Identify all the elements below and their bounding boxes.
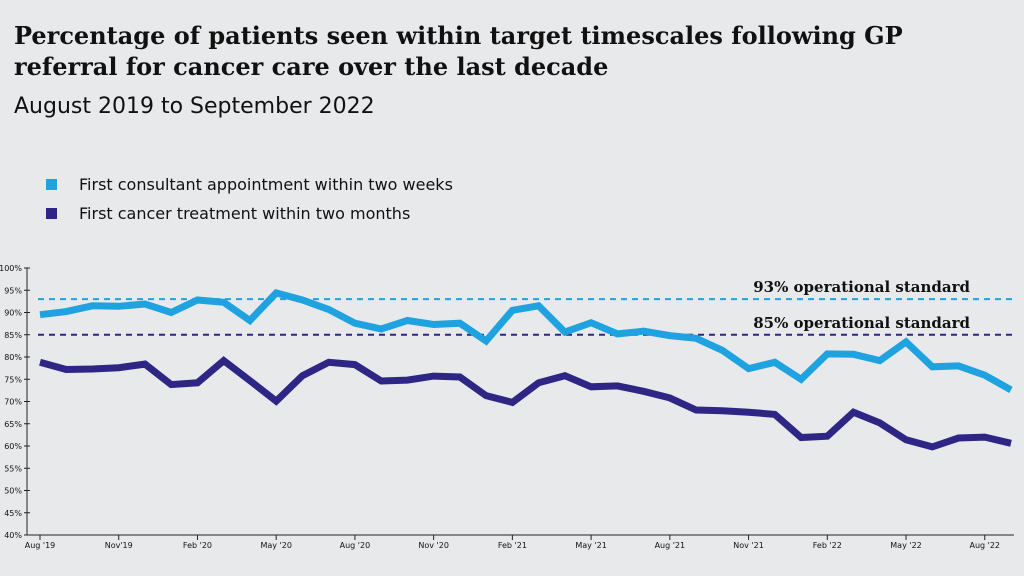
y-tick-label: 45% <box>4 509 22 518</box>
y-tick-label: 95% <box>4 286 22 295</box>
y-tick-label: 85% <box>4 331 22 340</box>
legend-swatch-treatment <box>46 208 57 219</box>
x-tick-label: Aug '22 <box>969 541 1000 550</box>
chart-subtitle: August 2019 to September 2022 <box>14 94 375 119</box>
y-tick-label: 70% <box>4 398 22 407</box>
x-tick-label: Aug '21 <box>655 541 686 550</box>
x-tick-label: Feb '22 <box>813 541 842 550</box>
chart-title: Percentage of patients seen within targe… <box>14 21 903 81</box>
legend-swatch-appointment <box>46 179 57 190</box>
y-tick-label: 60% <box>4 442 22 451</box>
y-tick-label: 50% <box>4 487 22 496</box>
series-line-appointment <box>39 288 1013 393</box>
x-tick-label: Aug '20 <box>340 541 371 550</box>
y-tick-label: 80% <box>4 353 22 362</box>
y-tick-label: 100% <box>0 264 22 273</box>
y-tick-label: 75% <box>4 375 22 384</box>
series-line-treatment <box>39 356 1012 451</box>
x-tick-label: Nov '21 <box>733 541 764 550</box>
x-tick-label: May '22 <box>890 541 921 550</box>
y-tick-label: 40% <box>4 531 22 540</box>
reference-label-93: 93% operational standard <box>753 278 970 296</box>
legend: First consultant appointment within two … <box>46 170 453 228</box>
legend-label-appointment: First consultant appointment within two … <box>79 175 453 194</box>
x-tick-label: May '21 <box>575 541 606 550</box>
y-tick-label: 55% <box>4 464 22 473</box>
x-tick-label: Nov '20 <box>418 541 449 550</box>
legend-item-appointment: First consultant appointment within two … <box>46 170 453 199</box>
x-tick-label: Nov'19 <box>105 541 133 550</box>
legend-label-treatment: First cancer treatment within two months <box>79 204 411 223</box>
x-tick-label: May '20 <box>260 541 291 550</box>
x-tick-label: Aug '19 <box>25 541 56 550</box>
reference-label-85: 85% operational standard <box>753 314 970 332</box>
x-tick-label: Feb '20 <box>183 541 212 550</box>
y-tick-label: 90% <box>4 309 22 318</box>
y-tick-label: 65% <box>4 420 22 429</box>
legend-item-treatment: First cancer treatment within two months <box>46 199 453 228</box>
x-tick-label: Feb '21 <box>498 541 527 550</box>
